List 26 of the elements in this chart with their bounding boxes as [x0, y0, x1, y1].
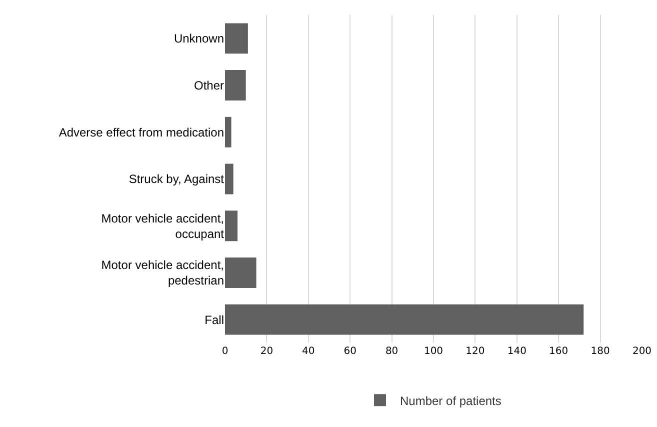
- y-tick-label: Unknown: [174, 32, 224, 46]
- x-tick-label: 0: [222, 346, 228, 357]
- bar: [225, 304, 584, 335]
- x-tick-label: 180: [590, 346, 610, 357]
- y-tick-label: Adverse effect from medication: [58, 125, 224, 140]
- bar: [225, 210, 238, 242]
- y-tick-label: Other: [194, 78, 224, 92]
- x-tick-label: 80: [385, 346, 398, 357]
- y-tick-label: Motor vehicle accident, pedestrian: [101, 258, 224, 288]
- x-tick-label: 120: [466, 346, 485, 357]
- bar: [225, 257, 256, 288]
- bar: [225, 23, 248, 54]
- y-tick-label: Motor vehicle accident, occupant: [101, 211, 225, 241]
- legend-label: Number of patients: [400, 394, 502, 408]
- y-tick-label: Fall: [204, 312, 224, 327]
- x-tick-label: 20: [260, 346, 274, 357]
- x-tick-label: 140: [507, 346, 526, 357]
- x-tick-label: 200: [632, 346, 652, 357]
- y-tick-label: Struck by, Against: [128, 172, 225, 186]
- x-tick-label: 40: [302, 346, 315, 357]
- bar: [225, 70, 246, 101]
- x-tick-label: 60: [344, 346, 356, 357]
- x-tick-label: 100: [424, 346, 444, 357]
- x-tick-label: 160: [549, 346, 568, 357]
- bar: [225, 164, 234, 194]
- bar: [225, 116, 232, 148]
